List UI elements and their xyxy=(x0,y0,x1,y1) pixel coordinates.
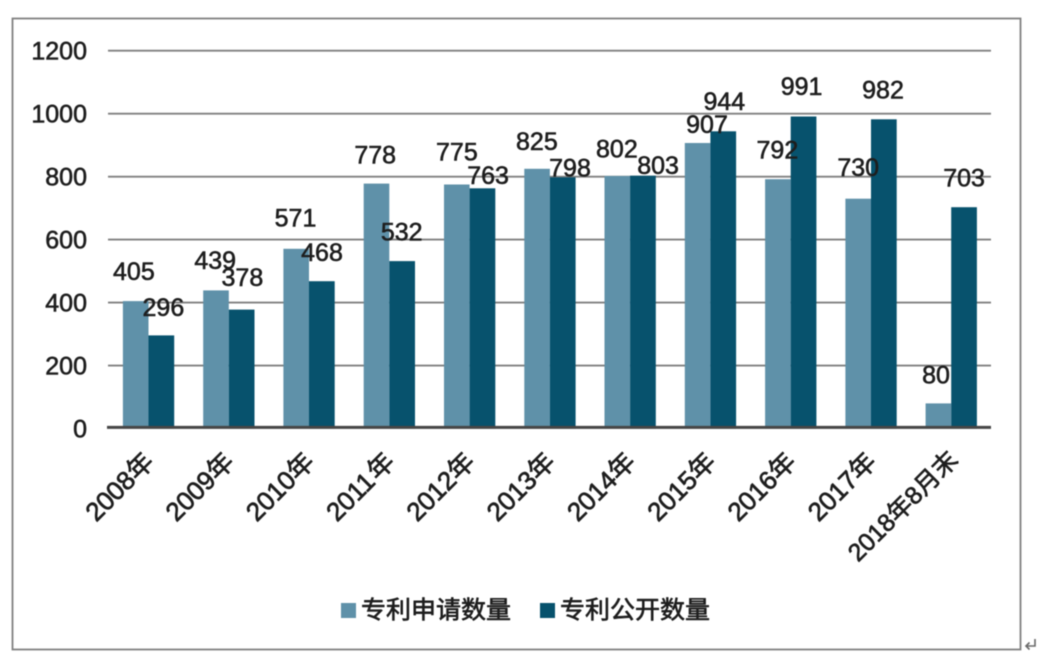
svg-text:0: 0 xyxy=(73,416,87,444)
svg-text:400: 400 xyxy=(45,290,87,318)
svg-text:296: 296 xyxy=(143,294,185,322)
svg-text:800: 800 xyxy=(45,164,87,192)
svg-text:778: 778 xyxy=(354,142,396,170)
svg-text:907: 907 xyxy=(686,111,728,139)
svg-text:1000: 1000 xyxy=(31,101,87,129)
svg-text:991: 991 xyxy=(781,73,823,101)
svg-text:798: 798 xyxy=(549,154,591,182)
svg-text:200: 200 xyxy=(45,353,87,381)
svg-text:405: 405 xyxy=(113,258,155,286)
svg-text:532: 532 xyxy=(381,219,423,247)
svg-text:439: 439 xyxy=(194,247,236,275)
svg-text:378: 378 xyxy=(222,264,264,292)
svg-text:1200: 1200 xyxy=(31,38,87,66)
svg-text:80: 80 xyxy=(922,362,950,390)
svg-text:944: 944 xyxy=(703,88,745,116)
svg-text:825: 825 xyxy=(516,128,558,156)
svg-text:803: 803 xyxy=(637,152,679,180)
svg-text:600: 600 xyxy=(45,227,87,255)
svg-text:730: 730 xyxy=(837,154,879,182)
svg-text:775: 775 xyxy=(436,139,478,167)
svg-text:802: 802 xyxy=(596,136,638,164)
svg-text:468: 468 xyxy=(301,239,343,267)
svg-text:982: 982 xyxy=(862,77,904,105)
svg-text:763: 763 xyxy=(467,162,509,190)
svg-text:703: 703 xyxy=(943,164,985,192)
svg-text:571: 571 xyxy=(275,205,317,233)
svg-text:792: 792 xyxy=(757,137,799,165)
